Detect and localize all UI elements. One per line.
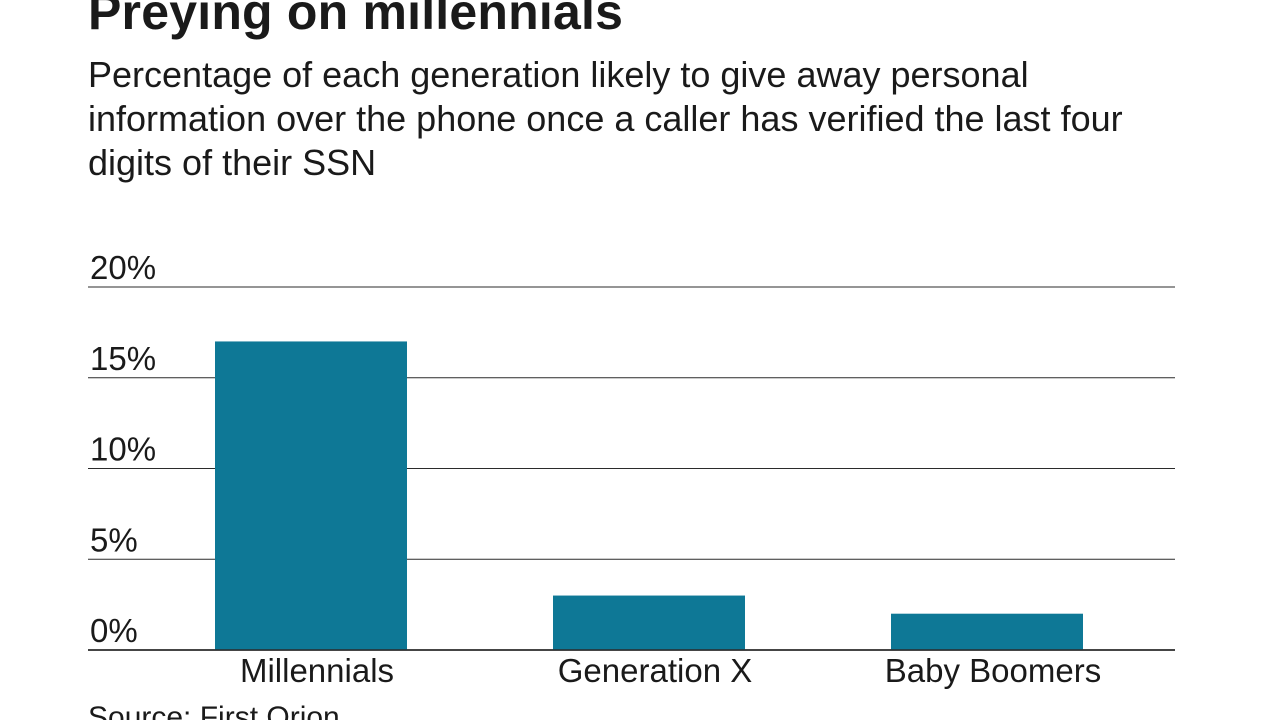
y-tick-label: 5% (90, 521, 138, 558)
y-tick-label: 10% (90, 431, 156, 468)
x-category-label: Generation X (558, 652, 752, 689)
y-tick-label: 0% (90, 612, 138, 649)
bar-millennials (215, 341, 407, 650)
y-axis-tick-labels: 0% 5% 10% 15% 20% (90, 249, 156, 649)
y-tick-label: 15% (90, 340, 156, 377)
bar-generation-x (553, 595, 745, 650)
x-axis-category-labels: Millennials Generation X Baby Boomers (240, 652, 1101, 689)
x-category-label: Millennials (240, 652, 394, 689)
x-category-label: Baby Boomers (885, 652, 1101, 689)
y-tick-label: 20% (90, 249, 156, 286)
bars (88, 341, 1175, 651)
bar-baby-boomers (891, 613, 1083, 650)
chart-subtitle: Percentage of each generation likely to … (88, 54, 1123, 183)
bar-chart: 0% 5% 10% 15% 20% Millennials Generation X Bab… (88, 249, 1175, 689)
source-note: Source: First Orion (88, 701, 340, 720)
chart-title: Preying on millennials (88, 0, 624, 40)
